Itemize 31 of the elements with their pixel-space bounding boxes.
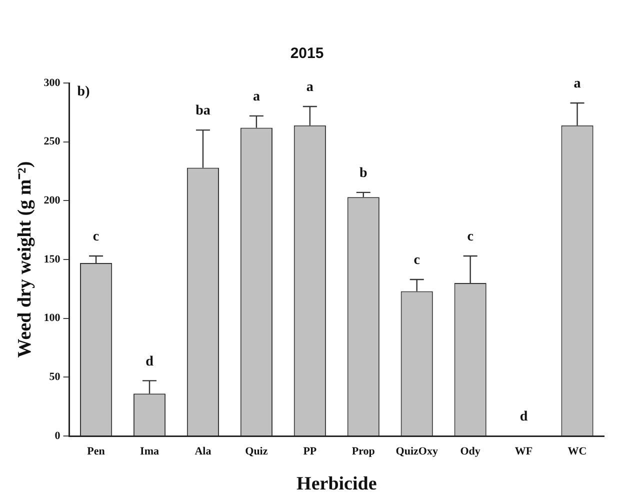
y-axis-title: Weed dry weight (g m⁻²): [14, 161, 36, 358]
annotation: c: [467, 230, 474, 245]
x-tick-label: WC: [568, 445, 587, 458]
annotation: a: [574, 76, 581, 92]
chart-title: 2015: [290, 45, 324, 62]
annotation: d: [520, 410, 528, 425]
annotation: b: [359, 166, 368, 182]
x-tick-label: PP: [303, 445, 317, 458]
x-tick-label: Pen: [87, 445, 105, 458]
annotation: d: [146, 354, 154, 370]
annotation: ba: [196, 104, 210, 119]
x-tick-label: Ima: [140, 445, 160, 458]
x-axis-title: Herbicide: [296, 474, 377, 495]
annotation: c: [414, 253, 420, 268]
x-tick-label: Ala: [194, 445, 212, 458]
x-tick-label: QuizOxy: [396, 445, 438, 458]
y-tick-label: 0: [54, 430, 61, 442]
y-tick-label: 250: [44, 136, 61, 148]
y-tick-label: 100: [44, 312, 61, 324]
y-tick-label: 300: [44, 76, 61, 89]
x-tick-label: WF: [514, 445, 533, 458]
x-tick-label: Quiz: [245, 445, 268, 458]
y-tick-label: 150: [44, 253, 61, 266]
annotation: a: [252, 90, 260, 105]
x-tick-label: Prop: [352, 445, 375, 458]
annotation: b): [77, 84, 90, 100]
y-tick-label: 50: [49, 371, 61, 384]
x-tick-label: Ody: [460, 445, 481, 458]
annotation: c: [92, 230, 100, 245]
y-tick-label: 200: [44, 194, 61, 207]
annotation: a: [306, 80, 314, 96]
